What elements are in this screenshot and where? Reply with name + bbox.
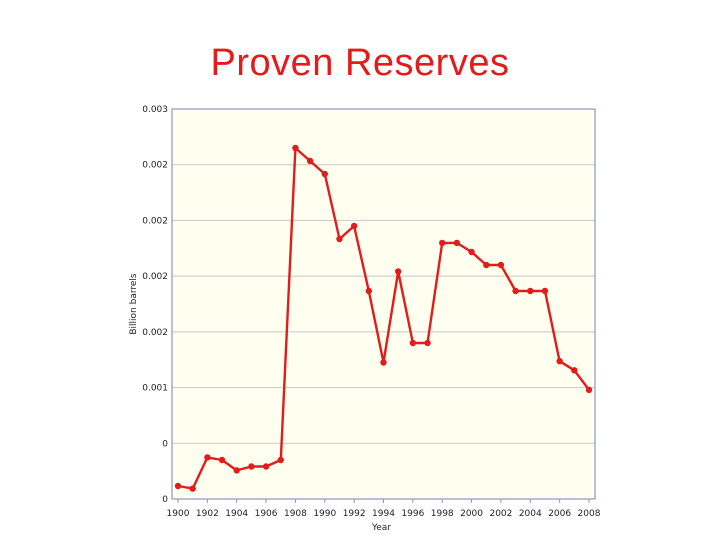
data-point	[306, 157, 314, 165]
data-point	[512, 287, 519, 295]
y-tick-label: 0.002	[142, 328, 168, 338]
x-tick-label: 1998	[431, 509, 454, 519]
data-point	[174, 482, 182, 490]
data-point	[394, 268, 402, 275]
data-point	[365, 287, 373, 295]
data-point	[541, 287, 549, 295]
data-point	[468, 248, 475, 256]
plot-area	[172, 109, 595, 499]
data-point	[262, 463, 270, 470]
x-tick-label: 1906	[255, 509, 278, 519]
data-point	[585, 386, 593, 393]
data-point	[527, 287, 534, 295]
x-tick-label: 1994	[372, 509, 395, 519]
x-tick-label: 2006	[548, 509, 571, 519]
data-point	[277, 456, 284, 464]
data-point	[424, 339, 431, 347]
slide-title: Proven Reserves	[210, 42, 510, 84]
y-tick-label: 0.002	[142, 216, 168, 226]
data-point	[248, 463, 255, 470]
data-point	[483, 261, 490, 269]
x-tick-label: 1996	[401, 509, 424, 519]
x-tick-label: 1902	[196, 509, 219, 519]
data-point	[204, 454, 211, 461]
data-point	[292, 144, 299, 152]
x-tick-label: 2000	[460, 509, 483, 519]
y-tick-label: 0.001	[142, 384, 168, 394]
data-point	[497, 261, 505, 269]
data-point	[556, 358, 563, 365]
y-tick-label: 0.002	[142, 161, 168, 171]
x-tick-label: 1908	[284, 509, 307, 519]
data-point	[571, 367, 578, 374]
x-tick-label: 1904	[225, 509, 248, 519]
data-point	[336, 235, 343, 243]
data-point	[233, 467, 240, 474]
x-axis-title: Year	[371, 523, 391, 533]
data-point	[453, 239, 461, 247]
y-axis-title: Billion barrels	[129, 273, 139, 335]
data-point	[350, 222, 358, 230]
y-tick-label: 0	[162, 495, 168, 505]
y-axis-ticks: 0.003 0.002 0.002 0.002 0.002 0.001 0 0	[142, 105, 168, 505]
data-point	[380, 359, 387, 366]
data-point	[321, 170, 328, 178]
x-tick-label: 2004	[519, 509, 542, 519]
data-point	[409, 339, 417, 347]
y-tick-label: 0	[162, 439, 168, 449]
y-tick-label: 0.003	[142, 105, 168, 115]
x-tick-label: 2002	[489, 509, 512, 519]
x-tick-label: 1992	[343, 509, 366, 519]
x-tick-label: 1900	[167, 509, 190, 519]
data-point	[218, 456, 226, 464]
data-point	[189, 485, 196, 492]
y-tick-label: 0.002	[142, 272, 168, 282]
gridlines	[172, 164, 595, 444]
x-axis-ticks: 1900 1902 1904 1906 1908 1990 1992 1994 1996 1998…	[167, 499, 601, 519]
x-tick-label: 2008	[578, 509, 601, 519]
data-point	[439, 239, 446, 247]
x-tick-label: 1990	[313, 509, 336, 519]
series-markers	[174, 144, 593, 492]
